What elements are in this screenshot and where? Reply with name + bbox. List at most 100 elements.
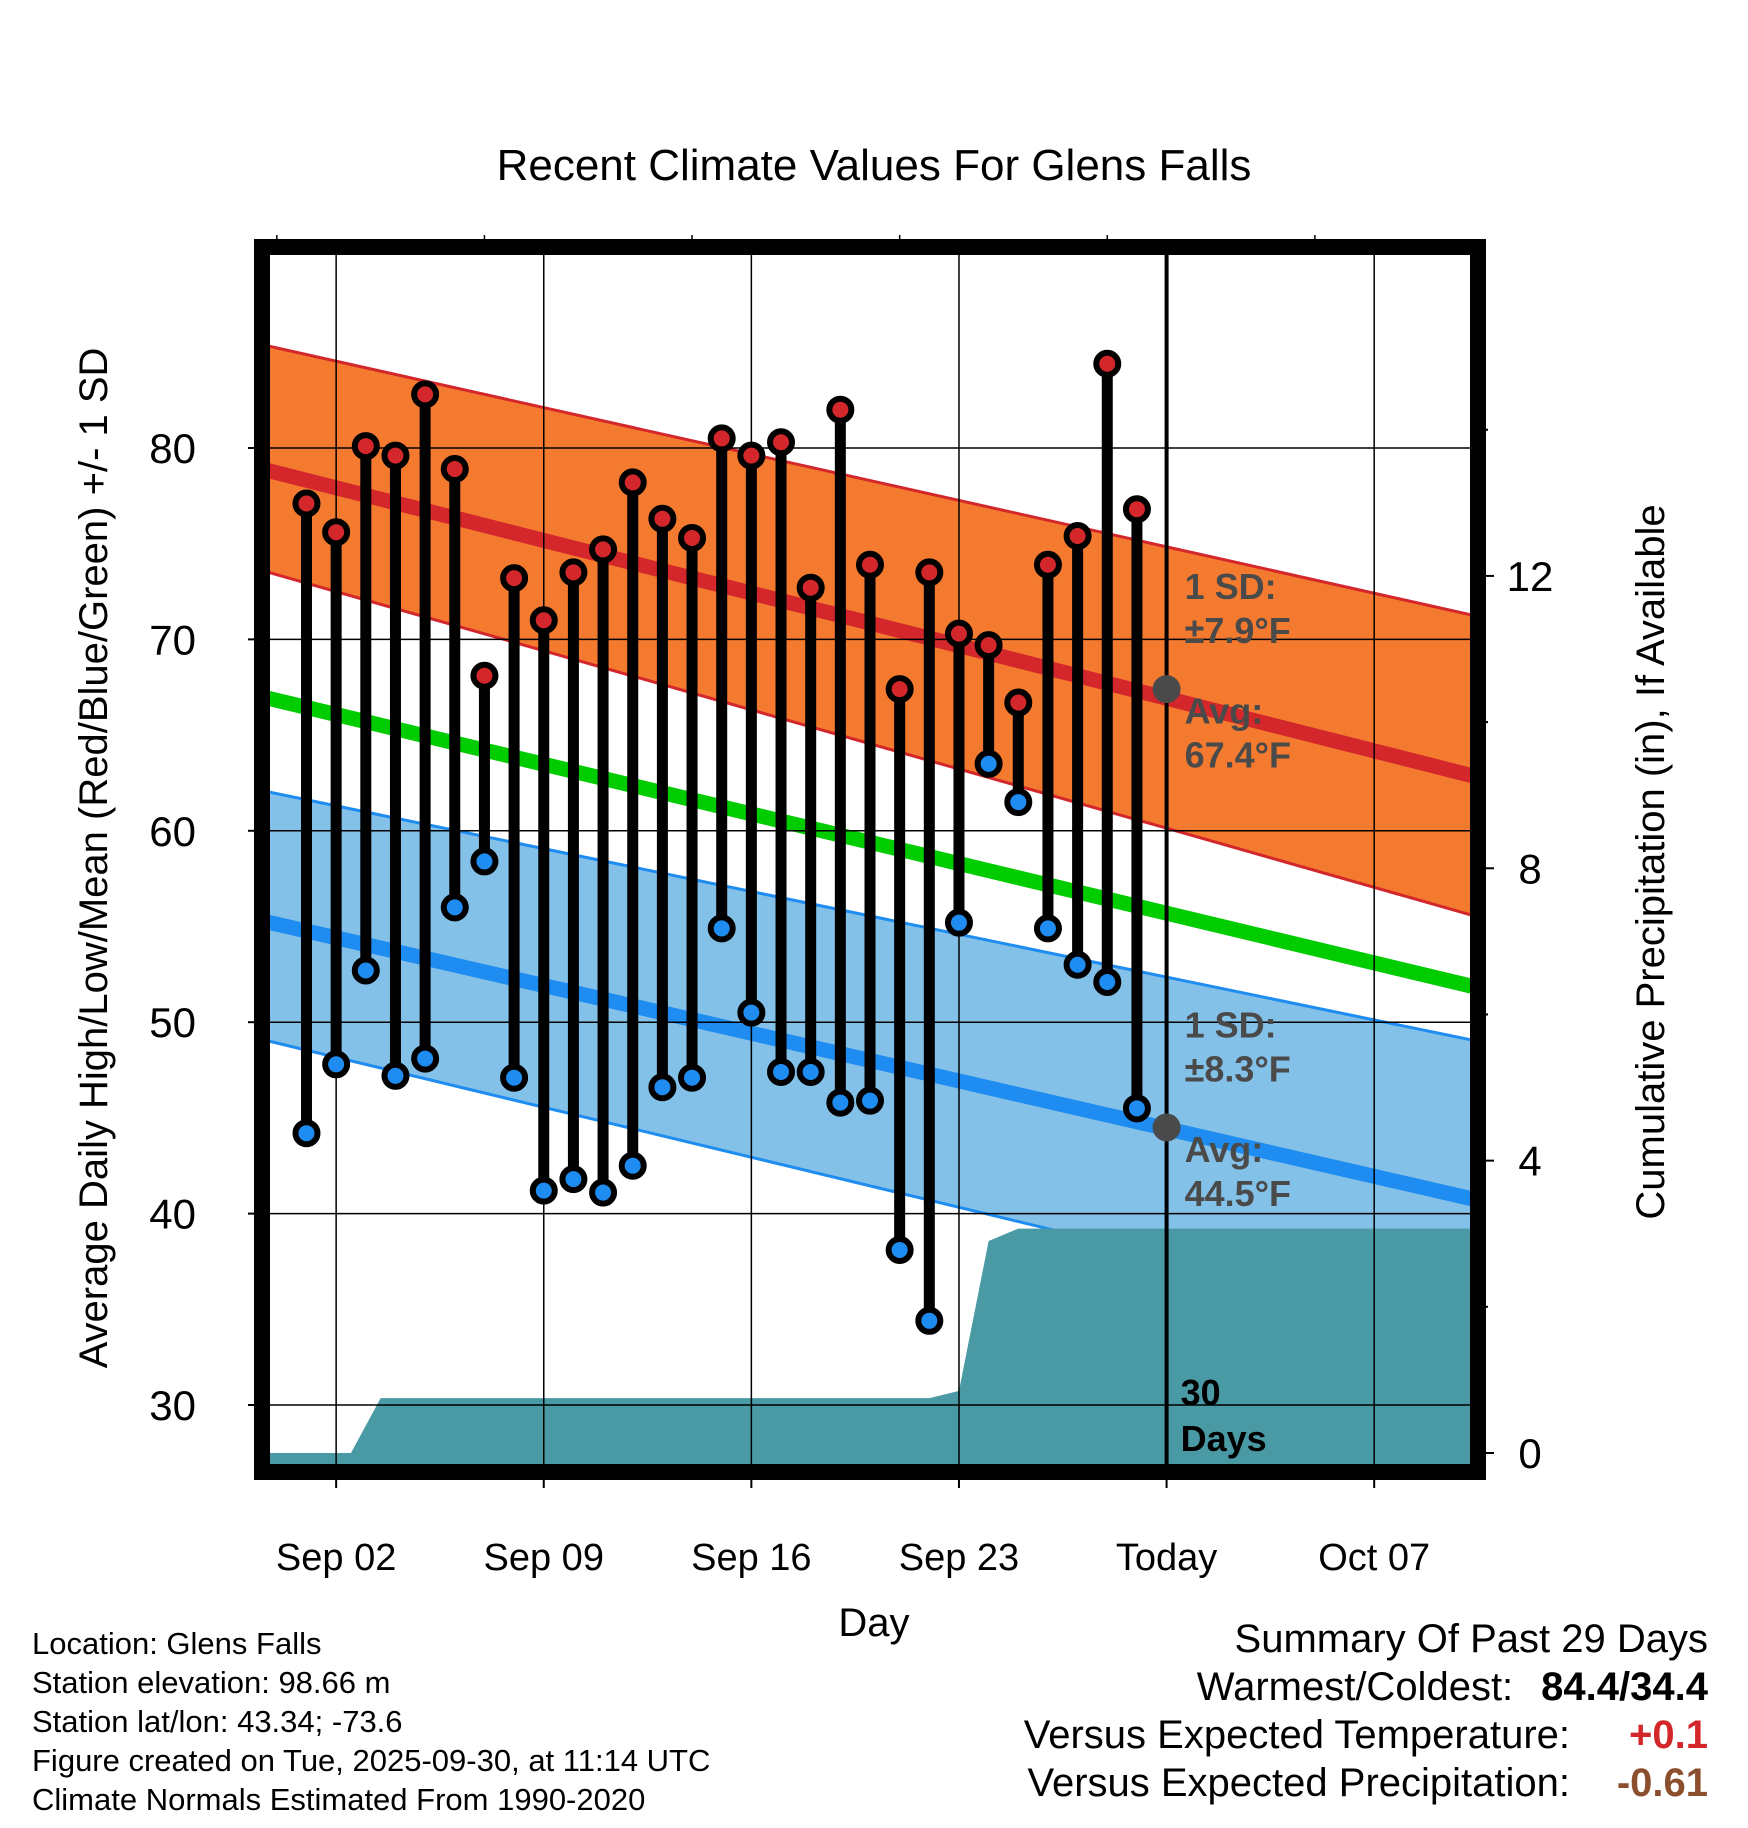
y2-tick-label: 4 <box>1518 1138 1541 1185</box>
daily-high-point <box>737 441 766 470</box>
daily-high-point <box>529 606 558 635</box>
daily-low-point <box>411 1044 440 1073</box>
daily-high-point <box>1093 349 1122 378</box>
daily-high-point <box>1033 550 1062 579</box>
daily-low-point <box>618 1151 647 1180</box>
daily-low-point <box>767 1057 796 1086</box>
daily-high-point <box>322 518 351 547</box>
daily-low-point <box>322 1050 351 1079</box>
y-tick-label: 50 <box>149 999 196 1046</box>
daily-high-point <box>411 380 440 409</box>
high-avg-today-marker <box>1152 675 1181 704</box>
daily-high-point <box>944 619 973 648</box>
low-avg-value: 44.5°F <box>1185 1173 1291 1214</box>
daily-low-point <box>440 893 469 922</box>
daily-high-point <box>678 523 707 552</box>
daily-high-point <box>648 504 677 533</box>
precipitation-area <box>262 1228 1478 1472</box>
daily-low-point <box>1093 968 1122 996</box>
y2-tick-label: 12 <box>1507 553 1554 600</box>
daily-high-point <box>351 432 380 461</box>
station-elevation: Station elevation: 98.66 m <box>32 1665 391 1700</box>
daily-high-point <box>856 550 884 579</box>
precip-anomaly-label: Versus Expected Precipitation: <box>1027 1761 1570 1805</box>
high-avg-label: Avg: <box>1185 691 1264 732</box>
daily-low-point <box>1004 788 1033 817</box>
y2-axis-label: Cumulative Precipitation (in), If Availa… <box>1629 504 1673 1219</box>
axes: 30 40 50 60 70 80 0 4 8 12 Sep 02 Sep 09 Sep 16 Sep 2… <box>149 235 1553 1579</box>
low-avg-today-marker <box>1152 1113 1181 1142</box>
daily-high-point <box>1063 522 1092 551</box>
daily-low-point <box>1122 1094 1151 1123</box>
x-tick-label: Sep 23 <box>899 1537 1019 1579</box>
x-tick-label: Sep 16 <box>691 1537 811 1579</box>
temp-anomaly-value: +0.1 <box>1629 1713 1708 1757</box>
daily-high-point <box>1122 495 1151 524</box>
summary-warm-cold-row: Warmest/Coldest: 84.4/34.4 <box>1024 1663 1708 1711</box>
y-tick-label: 30 <box>149 1382 196 1429</box>
daily-high-point <box>885 675 914 704</box>
daily-low-point <box>559 1165 588 1194</box>
daily-low-point <box>529 1176 558 1205</box>
low-sd-value: ±8.3°F <box>1185 1049 1291 1090</box>
daily-high-point <box>440 455 469 484</box>
y-tick-label: 40 <box>149 1191 196 1238</box>
daily-low-point <box>678 1063 707 1092</box>
warm-cold-label: Warmest/Coldest: <box>1196 1665 1514 1709</box>
daily-high-point <box>767 428 796 457</box>
daily-low-point <box>707 914 736 943</box>
daily-high-point <box>470 661 499 690</box>
summary-panel: Summary Of Past 29 Days Warmest/Coldest:… <box>1024 1615 1708 1807</box>
days-label-word: Days <box>1181 1418 1267 1459</box>
warm-cold-value: 84.4/34.4 <box>1541 1665 1708 1709</box>
x-tick-label: Sep 02 <box>276 1537 396 1579</box>
daily-low-point <box>1063 950 1092 979</box>
normals-period: Climate Normals Estimated From 1990-2020 <box>32 1782 646 1817</box>
high-sd-label: 1 SD: <box>1185 566 1277 607</box>
daily-low-point <box>974 749 1003 778</box>
daily-low-point <box>885 1235 914 1264</box>
x-tick-label: Today <box>1116 1537 1217 1579</box>
y2-tick-label: 0 <box>1518 1430 1541 1477</box>
station-latlon: Station lat/lon: 43.34; -73.6 <box>32 1704 403 1739</box>
daily-high-point <box>500 564 529 593</box>
daily-high-point <box>618 468 647 497</box>
high-sd-band-upper-edge <box>262 343 1478 618</box>
y-axis-label: Average Daily High/Low/Mean (Red/Blue/Gr… <box>72 348 116 1369</box>
station-info: Location: Glens Falls Station elevation:… <box>32 1624 710 1819</box>
days-label-number: 30 <box>1181 1372 1221 1413</box>
x-axis-label: Day <box>838 1601 909 1645</box>
daily-low-point <box>856 1086 884 1115</box>
daily-high-point <box>915 558 944 587</box>
low-avg-label: Avg: <box>1185 1129 1264 1170</box>
daily-high-point <box>589 535 618 564</box>
daily-high-point <box>974 631 1003 660</box>
y-tick-label: 60 <box>149 808 196 855</box>
x-tick-label: Oct 07 <box>1318 1537 1430 1579</box>
daily-low-point <box>292 1119 321 1148</box>
y-tick-label: 70 <box>149 616 196 663</box>
daily-high-point <box>381 441 410 470</box>
y-tick-label: 80 <box>149 425 196 472</box>
daily-low-point <box>826 1088 855 1117</box>
y2-tick-label: 8 <box>1518 845 1541 892</box>
daily-low-point <box>915 1306 944 1335</box>
daily-low-point <box>351 956 380 985</box>
high-sd-value: ±7.9°F <box>1185 610 1291 651</box>
station-location: Location: Glens Falls <box>32 1626 322 1661</box>
daily-high-point <box>796 573 825 602</box>
daily-low-point <box>500 1063 529 1092</box>
daily-low-point <box>737 998 766 1027</box>
temp-anomaly-label: Versus Expected Temperature: <box>1023 1713 1570 1757</box>
daily-low-point <box>1033 914 1062 943</box>
high-avg-value: 67.4°F <box>1185 735 1291 776</box>
daily-low-point <box>796 1057 825 1086</box>
low-sd-label: 1 SD: <box>1185 1005 1277 1046</box>
x-tick-label: Sep 09 <box>484 1537 604 1579</box>
figure-created: Figure created on Tue, 2025-09-30, at 11… <box>32 1743 711 1778</box>
daily-high-point <box>707 424 736 453</box>
daily-high-point <box>292 489 321 518</box>
daily-low-point <box>470 847 499 876</box>
